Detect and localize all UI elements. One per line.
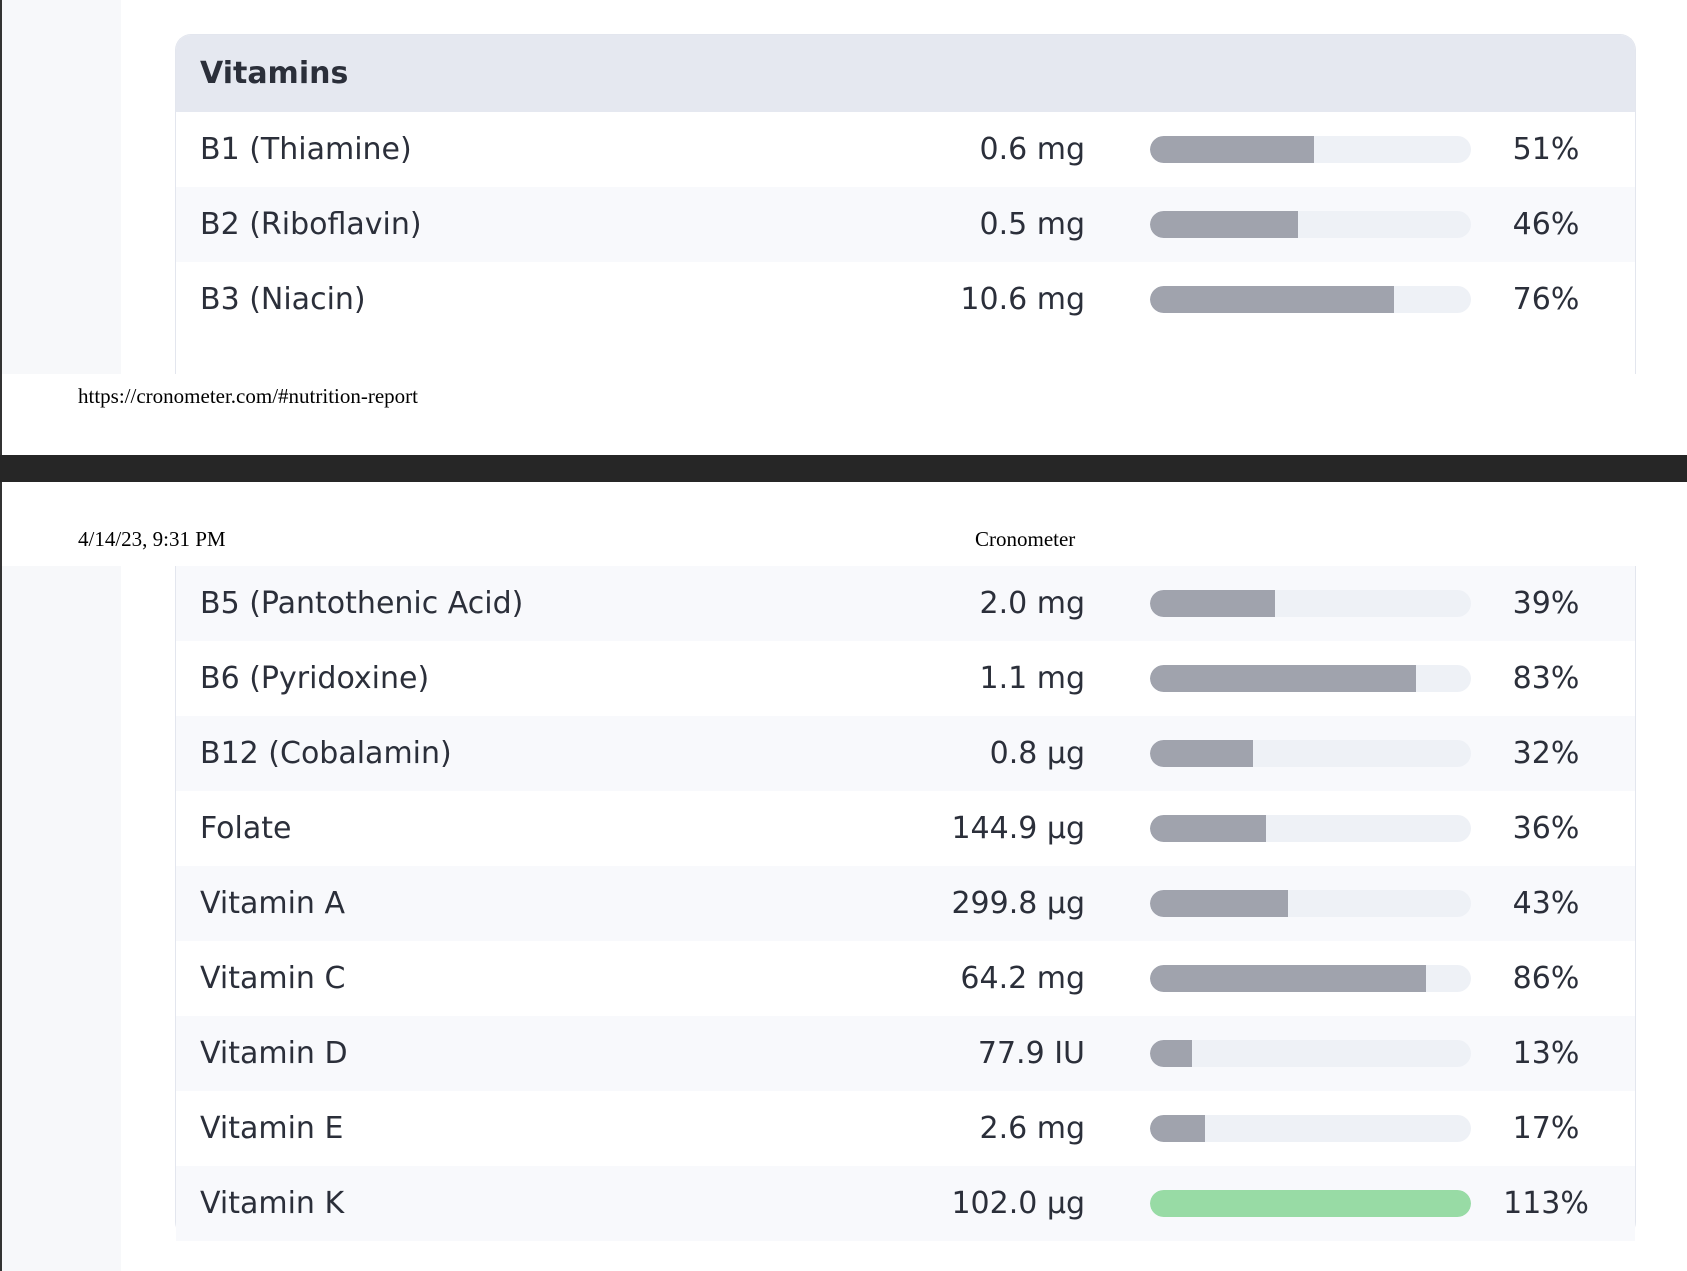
nutrient-row: B1 (Thiamine) 0.6 mg 51% bbox=[176, 112, 1635, 187]
nutrient-percent: 39% bbox=[1512, 586, 1580, 621]
nutrient-amount: 10.6 mg bbox=[960, 282, 1085, 317]
nutrient-amount: 64.2 mg bbox=[960, 961, 1085, 996]
nutrient-name: Vitamin D bbox=[200, 1036, 348, 1071]
progress-bar-fill bbox=[1150, 740, 1253, 767]
progress-bar-fill bbox=[1150, 965, 1427, 992]
progress-bar-fill bbox=[1150, 1115, 1205, 1142]
progress-bar bbox=[1150, 1115, 1471, 1142]
nutrient-percent: 46% bbox=[1512, 207, 1580, 242]
progress-bar-fill bbox=[1150, 136, 1314, 163]
nutrient-amount: 2.0 mg bbox=[979, 586, 1085, 621]
nutrient-name: B2 (Riboflavin) bbox=[200, 207, 422, 242]
print-url: https://cronometer.com/#nutrition-report bbox=[78, 384, 419, 408]
nutrient-percent: 83% bbox=[1512, 661, 1580, 696]
nutrient-amount: 144.9 µg bbox=[951, 811, 1085, 846]
nutrient-amount: 0.6 mg bbox=[979, 132, 1085, 167]
nutrient-amount: 0.8 µg bbox=[989, 736, 1085, 771]
progress-bar bbox=[1150, 965, 1471, 992]
progress-bar bbox=[1150, 815, 1471, 842]
progress-bar-fill bbox=[1150, 1190, 1471, 1217]
nutrient-percent: 32% bbox=[1512, 736, 1580, 771]
section-title: Vitamins bbox=[176, 35, 1635, 112]
nutrient-row: Vitamin E 2.6 mg 17% bbox=[176, 1091, 1635, 1166]
nutrient-row: B3 (Niacin) 10.6 mg 76% bbox=[176, 262, 1635, 337]
nutrient-row: B6 (Pyridoxine) 1.1 mg 83% bbox=[176, 641, 1635, 716]
progress-bar-fill bbox=[1150, 211, 1298, 238]
nutrient-row: Folate 144.9 µg 36% bbox=[176, 791, 1635, 866]
nutrient-amount: 2.6 mg bbox=[979, 1111, 1085, 1146]
progress-bar-fill bbox=[1150, 590, 1276, 617]
sidebar-strip bbox=[2, 0, 121, 374]
vitamin-list: B1 (Thiamine) 0.6 mg 51% B2 (Riboflavin) 0.5… bbox=[176, 112, 1635, 337]
progress-bar-fill bbox=[1150, 815, 1266, 842]
nutrient-amount: 102.0 µg bbox=[951, 1186, 1085, 1221]
nutrient-name: B3 (Niacin) bbox=[200, 282, 366, 317]
nutrient-name: Folate bbox=[200, 811, 292, 846]
nutrient-name: Vitamin A bbox=[200, 886, 345, 921]
vitamins-card-top: Vitamins B1 (Thiamine) 0.6 mg 51% B2 (Ribof… bbox=[175, 34, 1636, 374]
nutrient-row: Vitamin A 299.8 µg 43% bbox=[176, 866, 1635, 941]
page-break bbox=[0, 455, 1687, 482]
nutrient-row: B2 (Riboflavin) 0.5 mg 46% bbox=[176, 187, 1635, 262]
nutrient-name: B1 (Thiamine) bbox=[200, 132, 412, 167]
progress-bar-fill bbox=[1150, 286, 1394, 313]
nutrient-row: B5 (Pantothenic Acid) 2.0 mg 39% bbox=[176, 566, 1635, 641]
nutrient-name: Vitamin E bbox=[200, 1111, 344, 1146]
print-app-title: Cronometer bbox=[975, 527, 1076, 551]
progress-bar-fill bbox=[1150, 665, 1417, 692]
nutrient-amount: 299.8 µg bbox=[951, 886, 1085, 921]
nutrient-name: Vitamin C bbox=[200, 961, 346, 996]
progress-bar bbox=[1150, 665, 1471, 692]
nutrient-name: B6 (Pyridoxine) bbox=[200, 661, 430, 696]
nutrient-row: Vitamin K 102.0 µg 113% bbox=[176, 1166, 1635, 1241]
nutrient-row: B12 (Cobalamin) 0.8 µg 32% bbox=[176, 716, 1635, 791]
nutrient-row: Vitamin C 64.2 mg 86% bbox=[176, 941, 1635, 1016]
nutrient-amount: 77.9 IU bbox=[977, 1036, 1085, 1071]
nutrient-percent: 43% bbox=[1512, 886, 1580, 921]
nutrient-name: Vitamin K bbox=[200, 1186, 345, 1221]
nutrient-percent: 13% bbox=[1512, 1036, 1580, 1071]
progress-bar bbox=[1150, 136, 1471, 163]
nutrient-percent: 51% bbox=[1512, 132, 1580, 167]
nutrient-amount: 1.1 mg bbox=[979, 661, 1085, 696]
page-edge bbox=[0, 0, 2, 1271]
vitamins-card-bottom: B5 (Pantothenic Acid) 2.0 mg 39% B6 (Pyrido… bbox=[175, 566, 1636, 1241]
progress-bar-fill bbox=[1150, 1040, 1192, 1067]
progress-bar bbox=[1150, 590, 1471, 617]
nutrient-percent: 17% bbox=[1512, 1111, 1580, 1146]
nutrient-percent: 113% bbox=[1503, 1186, 1589, 1221]
progress-bar bbox=[1150, 211, 1471, 238]
vitamin-list: B5 (Pantothenic Acid) 2.0 mg 39% B6 (Pyrido… bbox=[176, 566, 1635, 1241]
nutrient-percent: 36% bbox=[1512, 811, 1580, 846]
progress-bar bbox=[1150, 1190, 1471, 1217]
progress-bar bbox=[1150, 890, 1471, 917]
nutrient-name: B5 (Pantothenic Acid) bbox=[200, 586, 524, 621]
nutrient-percent: 86% bbox=[1512, 961, 1580, 996]
progress-bar bbox=[1150, 740, 1471, 767]
nutrient-percent: 76% bbox=[1512, 282, 1580, 317]
progress-bar-fill bbox=[1150, 890, 1289, 917]
nutrient-amount: 0.5 mg bbox=[979, 207, 1085, 242]
nutrient-row: Vitamin D 77.9 IU 13% bbox=[176, 1016, 1635, 1091]
sidebar-strip bbox=[2, 566, 121, 1271]
progress-bar bbox=[1150, 286, 1471, 313]
print-date: 4/14/23, 9:31 PM bbox=[78, 527, 226, 551]
nutrient-name: B12 (Cobalamin) bbox=[200, 736, 452, 771]
progress-bar bbox=[1150, 1040, 1471, 1067]
